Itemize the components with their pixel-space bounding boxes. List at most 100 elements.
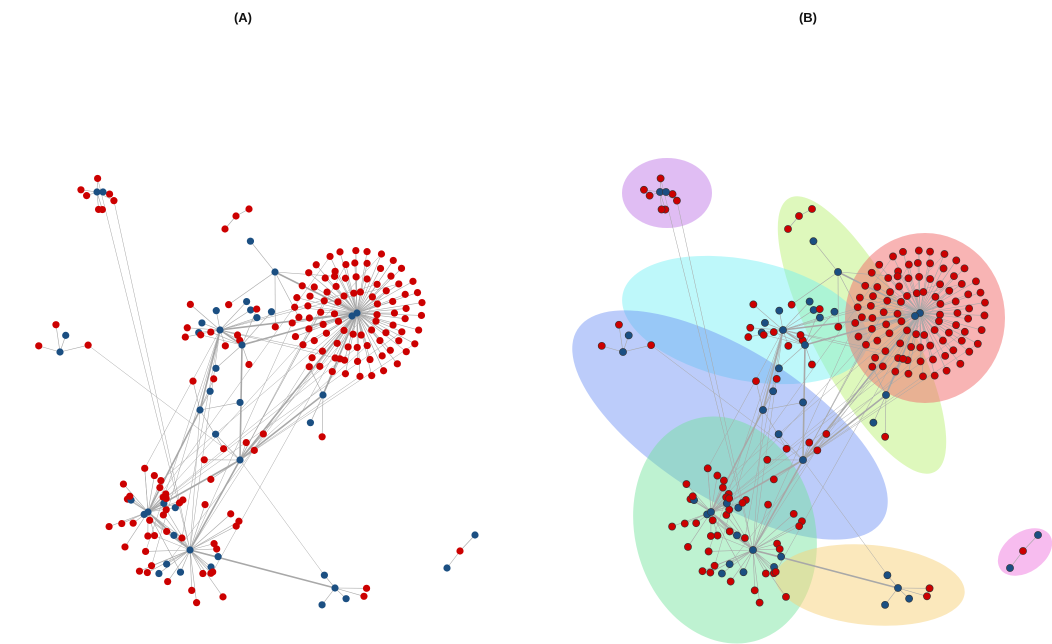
- node: [331, 272, 339, 280]
- node: [777, 552, 786, 561]
- node: [141, 464, 149, 472]
- node: [1006, 564, 1014, 572]
- node: [304, 302, 312, 310]
- node: [789, 509, 798, 518]
- node: [755, 598, 764, 607]
- node: [952, 256, 961, 265]
- node: [155, 569, 163, 578]
- edge: [189, 549, 336, 589]
- node: [352, 246, 360, 255]
- node: [784, 225, 792, 233]
- edge: [200, 334, 243, 346]
- node: [718, 483, 727, 492]
- edge: [762, 329, 784, 411]
- edge: [189, 549, 204, 574]
- edge: [189, 357, 313, 551]
- edge: [919, 281, 977, 314]
- edge: [144, 468, 149, 513]
- node: [879, 308, 888, 317]
- edge: [228, 271, 276, 305]
- edge: [187, 327, 221, 331]
- node: [236, 456, 244, 464]
- node: [342, 595, 350, 603]
- edge: [356, 312, 422, 316]
- edge: [710, 409, 764, 513]
- node: [225, 301, 233, 309]
- edge: [123, 483, 149, 513]
- edge: [356, 283, 399, 314]
- edge: [919, 253, 945, 314]
- edge: [752, 312, 884, 551]
- node: [964, 290, 973, 299]
- edge: [190, 304, 221, 331]
- node: [965, 347, 974, 356]
- edge: [219, 301, 247, 331]
- node: [126, 492, 134, 500]
- node: [368, 326, 376, 334]
- node: [936, 300, 945, 308]
- node: [242, 438, 250, 447]
- edge: [710, 475, 718, 513]
- node: [775, 545, 784, 553]
- hull: [572, 310, 888, 540]
- edge: [782, 301, 810, 331]
- node: [645, 191, 654, 200]
- node: [873, 336, 882, 345]
- edge: [791, 271, 839, 305]
- node: [964, 314, 973, 323]
- edge: [87, 344, 241, 461]
- node: [200, 456, 208, 464]
- node: [873, 283, 882, 291]
- node: [919, 372, 927, 381]
- node: [93, 188, 101, 196]
- edge: [721, 549, 754, 574]
- node: [597, 341, 606, 350]
- node: [935, 317, 943, 326]
- node: [787, 300, 796, 309]
- node: [110, 197, 118, 205]
- node: [889, 252, 897, 261]
- node: [305, 363, 313, 371]
- node: [692, 519, 701, 528]
- edge: [778, 344, 806, 369]
- node: [221, 225, 229, 233]
- node: [913, 259, 922, 267]
- node: [415, 326, 423, 334]
- node: [210, 540, 218, 548]
- edge: [752, 513, 794, 551]
- node: [772, 374, 781, 383]
- node: [805, 438, 814, 447]
- node: [708, 516, 717, 525]
- node: [389, 297, 397, 306]
- edge: [714, 329, 784, 566]
- node: [926, 259, 934, 268]
- edge: [919, 283, 962, 314]
- node: [925, 584, 934, 593]
- edge: [241, 311, 272, 346]
- node: [929, 355, 937, 364]
- node: [181, 333, 189, 341]
- edge: [356, 312, 407, 352]
- edge: [919, 278, 931, 314]
- node: [951, 297, 960, 306]
- edge: [707, 468, 712, 513]
- edge: [326, 291, 358, 314]
- edge: [710, 357, 899, 513]
- node: [761, 319, 769, 327]
- edge: [752, 549, 760, 603]
- node: [752, 377, 760, 386]
- edge: [752, 548, 780, 551]
- node: [912, 289, 921, 298]
- node: [904, 260, 913, 269]
- node: [316, 362, 324, 370]
- node: [363, 248, 371, 256]
- node: [673, 196, 681, 205]
- node: [246, 237, 255, 245]
- edge: [752, 504, 769, 551]
- node: [805, 297, 814, 306]
- node: [291, 303, 299, 311]
- node: [881, 432, 890, 441]
- node: [749, 546, 757, 554]
- edge: [752, 322, 856, 551]
- edge: [356, 312, 384, 371]
